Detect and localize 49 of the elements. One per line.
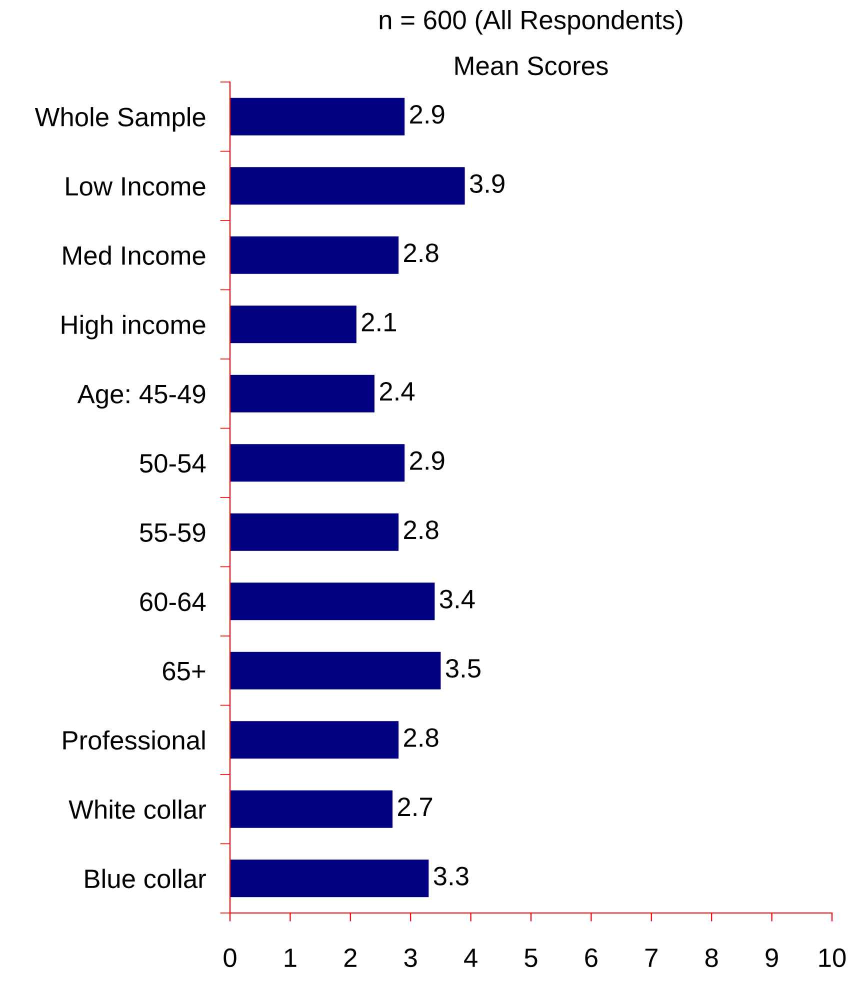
y-tick-label: 50-54 (140, 454, 206, 473)
x-tick-label: 10 (819, 948, 846, 968)
data-label: 3.3 (434, 866, 468, 886)
y-tick-label: Low Income (66, 177, 206, 196)
data-label: 2.1 (362, 312, 396, 332)
bar (230, 790, 393, 828)
y-tick-label: High income (62, 314, 206, 340)
data-label: 3.5 (446, 659, 480, 678)
y-tick-label: Age: 45-49 (77, 384, 206, 409)
data-label: 2.9 (410, 105, 444, 124)
y-tick-label: Med Income (63, 246, 206, 265)
x-tick-label: 3 (404, 948, 417, 968)
bar (230, 374, 374, 412)
x-tick-label: 5 (524, 948, 538, 968)
x-tick-label: 0 (224, 948, 236, 968)
y-tick-label: 55-59 (140, 523, 206, 542)
data-label: 2.8 (404, 520, 438, 540)
chart-subtitle: Mean Scores (455, 56, 608, 76)
bar (230, 167, 465, 205)
chart-title: n = 600 (All Respondents) (380, 10, 682, 35)
y-tick-label: 60-64 (140, 592, 206, 612)
bar (230, 721, 399, 759)
bar (230, 98, 405, 136)
x-tick-label: 2 (344, 948, 356, 967)
x-tick-label: 4 (464, 948, 478, 967)
data-label: 3.4 (440, 590, 475, 608)
bar (230, 236, 399, 274)
y-tick-label: 65+ (162, 662, 206, 680)
x-tick-label: 7 (645, 948, 658, 967)
data-label: 2.7 (398, 798, 432, 816)
y-tick-label: White collar (68, 800, 206, 819)
y-tick-label: Whole Sample (34, 107, 206, 132)
x-tick-label: 8 (705, 948, 718, 968)
y-tick-label: Blue collar (85, 868, 206, 888)
data-label: 3.9 (470, 174, 504, 193)
data-label: 2.4 (380, 382, 415, 400)
bar (230, 582, 435, 620)
data-label: 2.8 (404, 244, 438, 262)
bar (230, 306, 356, 344)
data-label: 2.8 (404, 728, 438, 747)
x-tick-label: 1 (284, 948, 296, 967)
bar (230, 513, 399, 551)
x-tick-label: 6 (585, 948, 598, 968)
y-tick-label: Professional (63, 730, 205, 750)
data-label: 2.9 (410, 451, 444, 470)
x-tick-label: 9 (766, 948, 778, 968)
bar (230, 652, 441, 690)
bar (230, 444, 405, 482)
bar (230, 860, 429, 898)
